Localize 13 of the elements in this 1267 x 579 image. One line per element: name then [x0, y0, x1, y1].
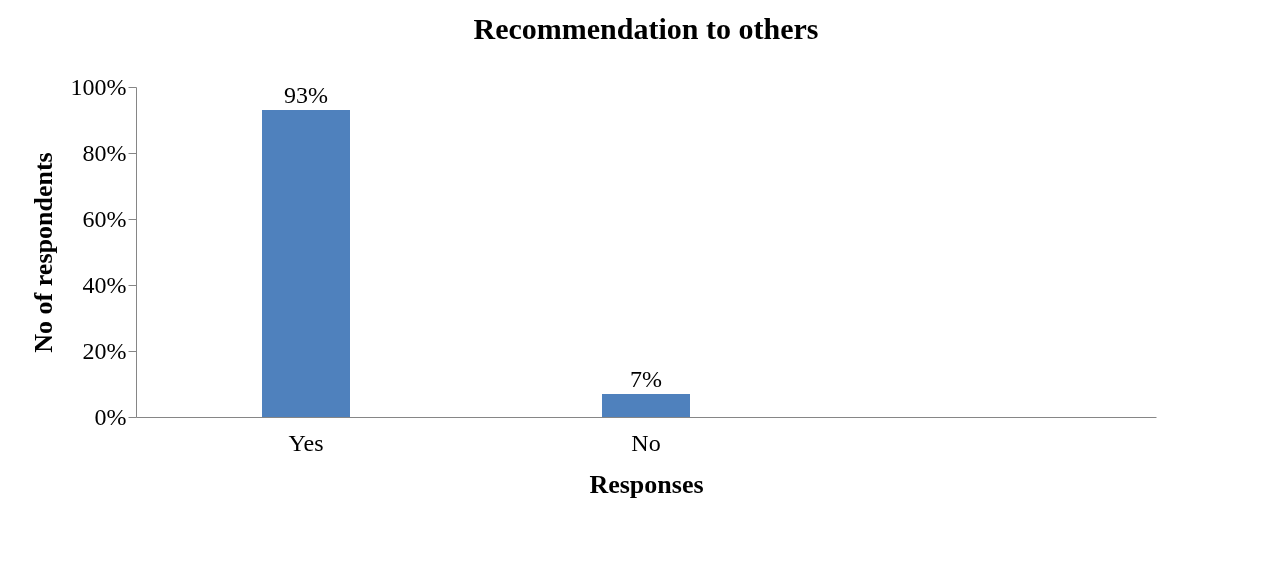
y-tick-label: 80% — [82, 139, 127, 166]
data-label: 93% — [284, 82, 328, 109]
y-tick-label: 0% — [94, 403, 127, 430]
y-tick-label: 40% — [82, 271, 127, 298]
y-tick-label: 20% — [82, 337, 127, 364]
x-axis-title: Responses — [589, 469, 704, 499]
y-axis-title: No of respondents — [28, 152, 58, 353]
data-label: 7% — [630, 365, 662, 392]
chart-title: Recommendation to others — [473, 12, 819, 45]
x-tick-label: Yes — [288, 429, 324, 456]
y-tick-label: 100% — [70, 73, 127, 100]
x-tick-label: No — [631, 429, 661, 456]
y-tick-label: 60% — [82, 205, 127, 232]
